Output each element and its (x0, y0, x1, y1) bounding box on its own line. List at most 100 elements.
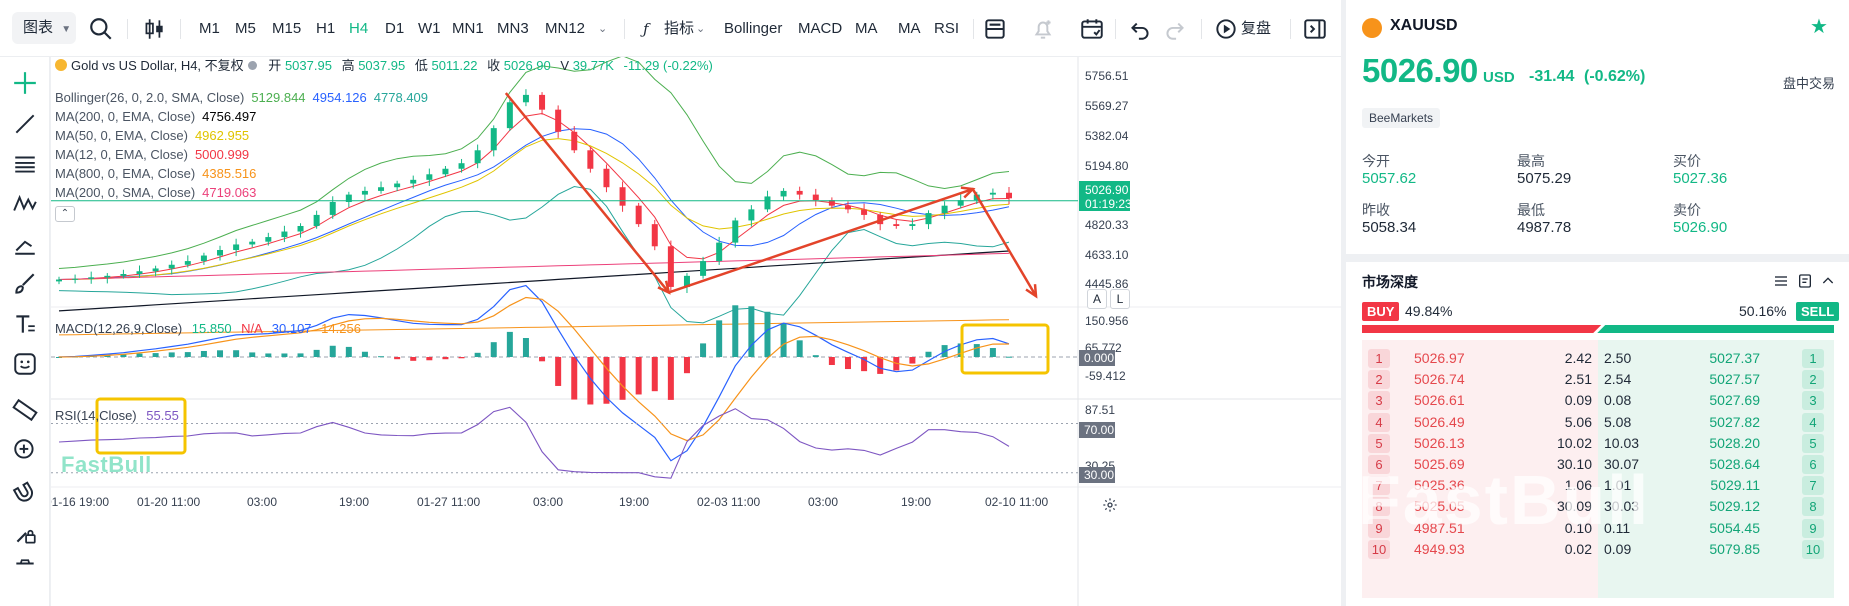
depth-row[interactable]: 10 4949.93 0.02 0.09 5079.85 10 (1362, 537, 1848, 561)
chevron-up-icon[interactable] (1820, 273, 1836, 289)
macd-zero-badge (1079, 350, 1115, 366)
macd-histogram-bar (989, 348, 996, 357)
depth-row[interactable]: 5 5026.13 10.02 10.03 5028.20 5 (1362, 431, 1848, 455)
interval-m5[interactable]: M5 (235, 20, 256, 37)
shortcut-bollinger[interactable]: Bollinger (724, 20, 783, 37)
shortcut-ma-2[interactable]: MA (898, 20, 921, 37)
collapse-legend-button[interactable]: ⌃ (55, 206, 75, 222)
bid-volume: 30.10 (1556, 456, 1592, 472)
chart-type-dropdown[interactable]: 图表 ▼ (12, 12, 76, 44)
trash-icon[interactable] (12, 557, 38, 583)
interval-h4[interactable]: H4 (349, 20, 369, 37)
study-legend-row[interactable]: Bollinger(26, 0, 2.0, SMA, Close) 5129.84… (55, 89, 428, 107)
depth-row[interactable]: 6 5025.69 30.10 30.07 5028.64 6 (1362, 452, 1848, 476)
text-tool-icon[interactable] (12, 311, 38, 337)
study-legend-row[interactable]: MA(12, 0, EMA, Close) 5000.999 (55, 146, 249, 164)
zoom-in-icon[interactable] (12, 437, 38, 463)
buy-ratio-fill (1362, 325, 1602, 333)
list-view-icon[interactable] (1773, 273, 1789, 289)
crosshair-icon[interactable] (12, 70, 38, 96)
ohlc-close-value: 5026.90 (503, 58, 551, 73)
ask-volume: 2.50 (1604, 350, 1632, 366)
study-legend-row[interactable]: MA(200, 0, SMA, Close) 4719.063 (55, 184, 256, 202)
depth-row[interactable]: 8 5025.05 30.09 30.03 5029.12 8 (1362, 494, 1848, 518)
ask-price: 5027.69 (1709, 392, 1760, 409)
study-value: 4719.063 (202, 185, 257, 200)
emoji-icon[interactable] (12, 351, 38, 377)
undo-icon[interactable] (1127, 16, 1153, 42)
pattern-icon[interactable] (12, 191, 38, 217)
book-view-icon[interactable] (1797, 273, 1813, 289)
depth-row[interactable]: 4 5026.49 5.06 5.08 5027.82 4 (1362, 410, 1848, 434)
study-legend-row[interactable]: MA(200, 0, EMA, Close) 4756.497 (55, 108, 256, 126)
candle-body (861, 209, 868, 215)
depth-row[interactable]: 7 5025.36 1.06 1.01 5029.11 7 (1362, 473, 1848, 497)
depth-row[interactable]: 1 5026.97 2.42 2.50 5027.37 1 (1362, 346, 1848, 370)
candle-body (249, 241, 256, 245)
interval-mn3[interactable]: MN3 (497, 20, 529, 37)
candle-body (56, 279, 62, 282)
candle-body (700, 261, 707, 276)
market-status-dot (247, 61, 257, 70)
scale-log-button[interactable]: L (1110, 289, 1130, 309)
interval-m15[interactable]: M15 (272, 20, 302, 37)
rsi-label: RSI(14,Close) (55, 408, 137, 423)
ruler-icon[interactable] (12, 397, 38, 423)
trend-line-icon[interactable] (12, 111, 38, 137)
depth-watermark: FastBull (1358, 461, 1651, 539)
alert-bell-icon[interactable] (1030, 16, 1056, 42)
rsi-70-badge (1079, 422, 1115, 438)
study-legend-row[interactable]: MA(800, 0, EMA, Close) 4385.516 (55, 165, 256, 183)
candlestick-icon[interactable] (141, 16, 167, 42)
shortcut-macd[interactable]: MACD (798, 20, 843, 37)
replay-icon[interactable] (1213, 16, 1239, 42)
magnet-icon[interactable] (12, 481, 38, 507)
projection-icon[interactable] (12, 231, 38, 257)
depth-row[interactable]: 3 5026.61 0.09 0.08 5027.69 3 (1362, 388, 1848, 412)
scale-auto-button[interactable]: A (1087, 289, 1107, 309)
candle-body (909, 224, 916, 226)
study-legend-row[interactable]: MA(50, 0, EMA, Close) 4962.955 (55, 127, 249, 145)
intervals-more-chevron-icon[interactable]: ⌄ (598, 23, 608, 35)
indicators-button[interactable]: 指标 (664, 20, 695, 37)
interval-m1[interactable]: M1 (199, 20, 220, 37)
price-axis-tick: 5194.80 (1085, 159, 1129, 173)
chart-canvas[interactable]: 5756.51 5569.27 5382.04 5194.80 4820.33 4633.… (51, 57, 1341, 606)
candle-body (136, 271, 143, 275)
horizontal-lines-icon[interactable] (12, 151, 38, 177)
macd-label: MACD(12,26,9,Close) (55, 321, 183, 336)
shortcut-rsi[interactable]: RSI (934, 20, 960, 37)
macd-histogram-bar (522, 338, 529, 357)
macd-histogram-bar (184, 352, 191, 357)
interval-d1[interactable]: D1 (385, 20, 405, 37)
depth-row[interactable]: 9 4987.51 0.10 0.11 5054.45 9 (1362, 516, 1848, 540)
depth-row[interactable]: 2 5026.74 2.51 2.54 5027.57 2 (1362, 367, 1848, 391)
chart-settings-icon[interactable] (1102, 497, 1118, 513)
collapse-panel-icon[interactable] (1302, 16, 1328, 42)
chevron-down-icon[interactable]: ⌄ (696, 23, 706, 35)
interval-h1[interactable]: H1 (316, 20, 336, 37)
toolbar-divider (1201, 19, 1202, 39)
time-axis-label: 01-20 11:00 (137, 495, 200, 509)
layout-icon[interactable] (982, 16, 1008, 42)
macd-axis-tick: -59.412 (1085, 369, 1126, 383)
calendar-icon[interactable] (1079, 16, 1105, 42)
candle-body (716, 242, 723, 262)
ma200-ema-line (58, 250, 1010, 312)
favorite-star-icon[interactable]: ★ (1810, 16, 1828, 38)
toolbar-divider (1115, 19, 1116, 39)
shortcut-ma[interactable]: MA (855, 20, 878, 37)
replay-button[interactable]: 复盘 (1241, 20, 1272, 37)
redo-icon[interactable] (1162, 16, 1188, 42)
candle-body (458, 163, 465, 169)
bid-volume: 10.02 (1556, 434, 1592, 451)
brush-icon[interactable] (12, 271, 38, 297)
interval-mn1[interactable]: MN1 (452, 20, 484, 37)
chart-area[interactable]: 5756.51 5569.27 5382.04 5194.80 4820.33 4633.… (51, 57, 1341, 606)
toolbar-divider (127, 19, 128, 39)
interval-mn12[interactable]: MN12 (545, 20, 586, 37)
lock-draw-icon[interactable] (12, 521, 38, 547)
interval-w1[interactable]: W1 (418, 20, 441, 37)
search-icon[interactable] (88, 16, 114, 42)
macd-highlight-box (960, 323, 1050, 375)
